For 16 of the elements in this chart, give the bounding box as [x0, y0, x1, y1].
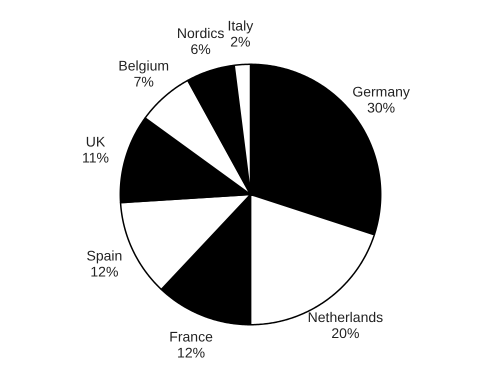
data-label: 12%: [177, 344, 206, 361]
slice-label: France: [169, 328, 214, 345]
data-label: 11%: [82, 149, 109, 166]
data-label: 20%: [331, 325, 360, 342]
data-label: 12%: [90, 263, 118, 280]
slice-label: Spain: [86, 247, 122, 264]
data-label: 6%: [190, 40, 211, 57]
slice-label: Nordics: [176, 24, 224, 41]
data-label: 30%: [367, 100, 396, 116]
data-label: 7%: [134, 73, 154, 90]
data-label: 2%: [230, 33, 250, 50]
slice-label: Belgium: [118, 57, 170, 74]
slice-label: UK: [86, 133, 106, 150]
slice-label: Netherlands: [308, 309, 384, 326]
slice-label: Italy: [228, 17, 254, 34]
slice-label: Germany: [352, 84, 410, 100]
